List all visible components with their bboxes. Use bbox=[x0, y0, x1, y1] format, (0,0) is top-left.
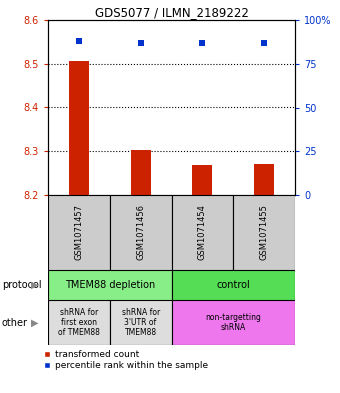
Text: other: other bbox=[2, 318, 28, 327]
Bar bbox=[69, 61, 89, 195]
Text: GSM1071454: GSM1071454 bbox=[198, 205, 207, 261]
Text: GSM1071456: GSM1071456 bbox=[136, 204, 145, 261]
Title: GDS5077 / ILMN_2189222: GDS5077 / ILMN_2189222 bbox=[95, 6, 249, 19]
Text: shRNA for
first exon
of TMEM88: shRNA for first exon of TMEM88 bbox=[58, 308, 100, 338]
Text: ▶: ▶ bbox=[31, 280, 38, 290]
Bar bbox=[110, 195, 171, 270]
Text: shRNA for
3'UTR of
TMEM88: shRNA for 3'UTR of TMEM88 bbox=[121, 308, 160, 338]
Bar bbox=[233, 195, 295, 270]
Text: non-targetting
shRNA: non-targetting shRNA bbox=[205, 313, 261, 332]
Bar bbox=[110, 300, 171, 345]
Text: TMEM88 depletion: TMEM88 depletion bbox=[65, 280, 155, 290]
Text: control: control bbox=[216, 280, 250, 290]
Bar bbox=[131, 151, 151, 195]
Text: protocol: protocol bbox=[2, 280, 41, 290]
Bar bbox=[171, 270, 295, 300]
Bar bbox=[171, 300, 295, 345]
Bar bbox=[48, 195, 110, 270]
Bar bbox=[192, 165, 212, 195]
Text: ▶: ▶ bbox=[31, 318, 38, 327]
Bar bbox=[48, 270, 171, 300]
Bar bbox=[48, 300, 110, 345]
Text: GSM1071457: GSM1071457 bbox=[74, 204, 83, 261]
Text: GSM1071455: GSM1071455 bbox=[260, 205, 269, 261]
Bar bbox=[254, 164, 274, 195]
Bar bbox=[171, 195, 233, 270]
Legend: transformed count, percentile rank within the sample: transformed count, percentile rank withi… bbox=[42, 349, 209, 371]
